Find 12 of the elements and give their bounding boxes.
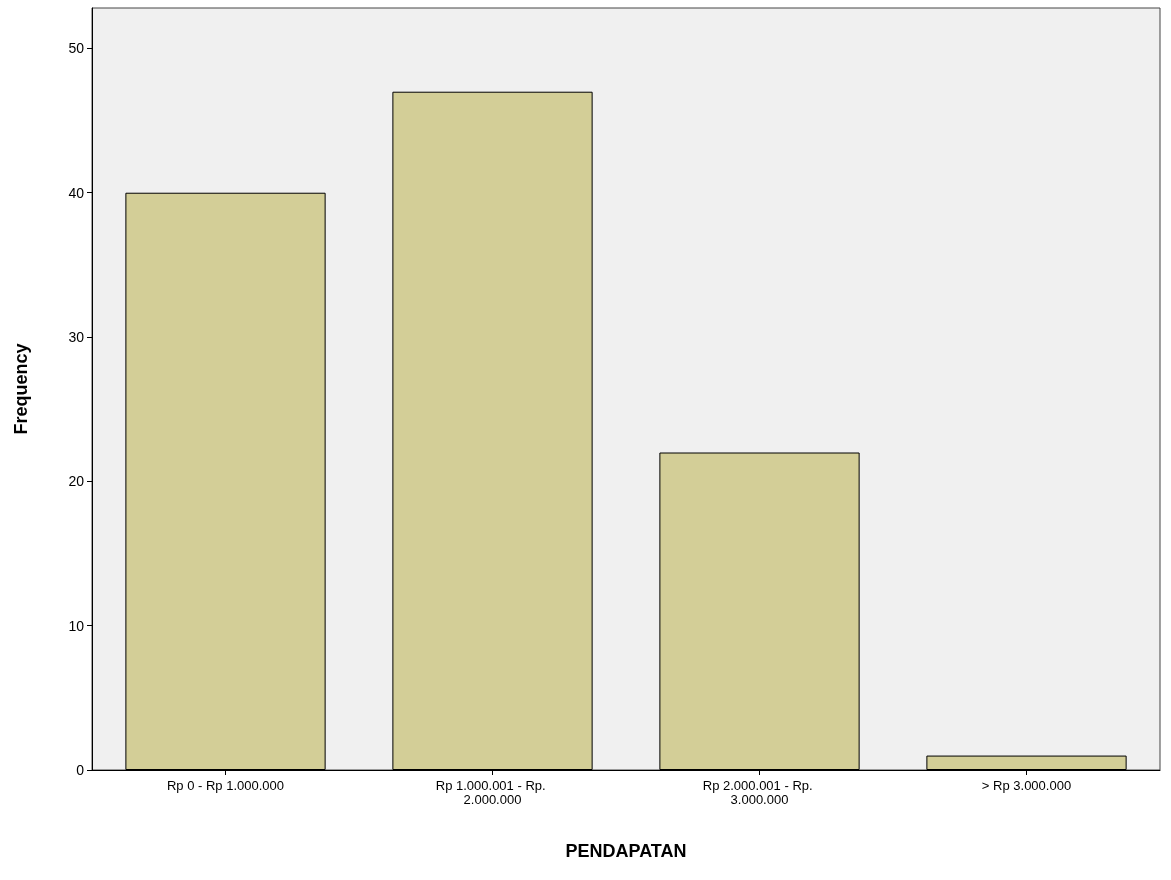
y-tick-label: 50	[68, 40, 85, 57]
x-tick-label: Rp 2.000.001 - Rp. 3.000.000	[702, 777, 817, 807]
x-tick-label: Rp 0 - Rp 1.000.000	[166, 777, 285, 793]
y-tick-label: 20	[68, 473, 85, 490]
y-tick-label: 40	[68, 184, 85, 201]
x-axis-title: PENDAPATAN	[565, 841, 687, 861]
y-tick-label: 30	[68, 329, 85, 346]
x-tick-label: Rp 1.000.001 - Rp. 2.000.000	[435, 777, 550, 807]
x-tick-label: > Rp 3.000.000	[981, 777, 1072, 793]
y-tick-label: 0	[76, 762, 85, 778]
y-axis-title: Frequency	[11, 343, 31, 435]
y-tick-label: 10	[68, 617, 85, 634]
